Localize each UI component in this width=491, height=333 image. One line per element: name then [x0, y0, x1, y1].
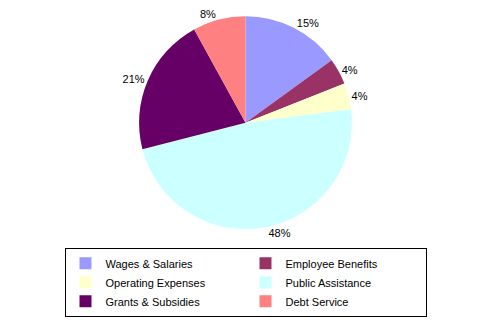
svg-text:48%: 48% — [268, 227, 290, 239]
svg-text:15%: 15% — [297, 17, 319, 29]
svg-text:Debt Service: Debt Service — [286, 296, 349, 308]
svg-text:Wages & Salaries: Wages & Salaries — [106, 258, 194, 270]
svg-text:Public Assistance: Public Assistance — [286, 277, 372, 289]
svg-text:4%: 4% — [342, 64, 358, 76]
svg-text:Employee Benefits: Employee Benefits — [286, 258, 378, 270]
svg-text:21%: 21% — [123, 73, 145, 85]
svg-text:8%: 8% — [200, 8, 216, 20]
svg-text:4%: 4% — [352, 90, 368, 102]
svg-text:Grants & Subsidies: Grants & Subsidies — [106, 296, 201, 308]
svg-text:Operating Expenses: Operating Expenses — [106, 277, 206, 289]
